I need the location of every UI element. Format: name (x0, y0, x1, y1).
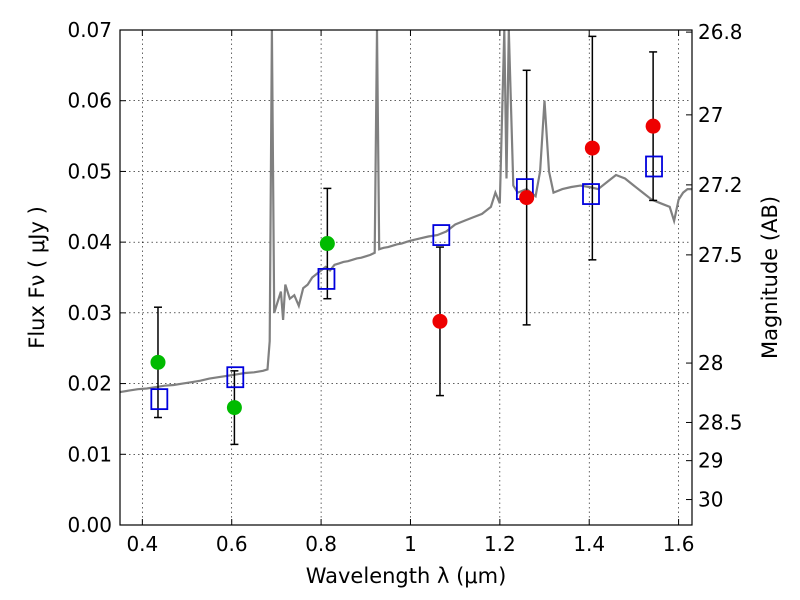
y-tick-label: 0.03 (67, 301, 112, 325)
y-tick-label: 0.00 (67, 513, 112, 537)
y-tick-label: 0.05 (67, 159, 112, 183)
y2-tick-label: 27.2 (698, 173, 743, 197)
model-square-marker (582, 183, 600, 205)
y-axis-label: Flux Fν ( μJy ) (25, 206, 49, 349)
photometry-point (519, 190, 535, 206)
x-tick-label: 1.2 (484, 532, 516, 556)
plot-area (120, 30, 692, 446)
y2-tick-label: 29 (698, 449, 723, 473)
y-tick-label: 0.07 (67, 18, 112, 42)
y2-axis-ticks: 26.8 27 27.2 27.5 28 28.5 29 30 (686, 20, 743, 512)
y-tick-label: 0.02 (67, 372, 112, 396)
x-axis-label: Wavelength λ (μm) (306, 564, 507, 588)
y2-tick-label: 28.5 (698, 410, 743, 434)
photometry-point (319, 236, 335, 252)
y-tick-label: 0.04 (67, 230, 112, 254)
model-square-marker (432, 224, 451, 246)
photometry-point (226, 400, 242, 416)
x-tick-label: 1 (404, 532, 417, 556)
grid-lines (120, 29, 692, 526)
y-tick-label: 0.06 (67, 89, 112, 113)
spectrum-line (120, 30, 692, 394)
y2-tick-label: 27 (698, 103, 723, 127)
photometry-point (432, 313, 448, 329)
model-square-marker (150, 388, 169, 411)
x-tick-label: 0.6 (216, 532, 248, 556)
photometry-point (150, 354, 166, 370)
y2-tick-label: 26.8 (698, 20, 743, 44)
y2-tick-label: 30 (698, 488, 723, 512)
y2-axis-label: Magnitude (AB) (758, 196, 782, 359)
x-axis-ticks: 0.4 0.6 0.8 1 1.2 1.4 1.6 (126, 30, 695, 556)
model-square-marker (317, 268, 336, 290)
x-tick-label: 1.4 (573, 532, 605, 556)
x-tick-label: 0.4 (126, 532, 158, 556)
model-square-marker (645, 155, 663, 178)
photometry-point (645, 118, 661, 134)
y2-tick-label: 27.5 (698, 243, 743, 267)
x-tick-label: 1.6 (663, 532, 695, 556)
y-tick-label: 0.01 (67, 442, 112, 466)
photometry-point (584, 140, 600, 156)
x-tick-label: 0.8 (305, 532, 337, 556)
y-axis-ticks: 0.00 0.01 0.02 0.03 0.04 0.05 0.06 0.07 (67, 18, 126, 537)
plot-frame (119, 29, 693, 526)
model-square-marker (226, 366, 245, 389)
y2-tick-label: 28 (698, 351, 723, 375)
